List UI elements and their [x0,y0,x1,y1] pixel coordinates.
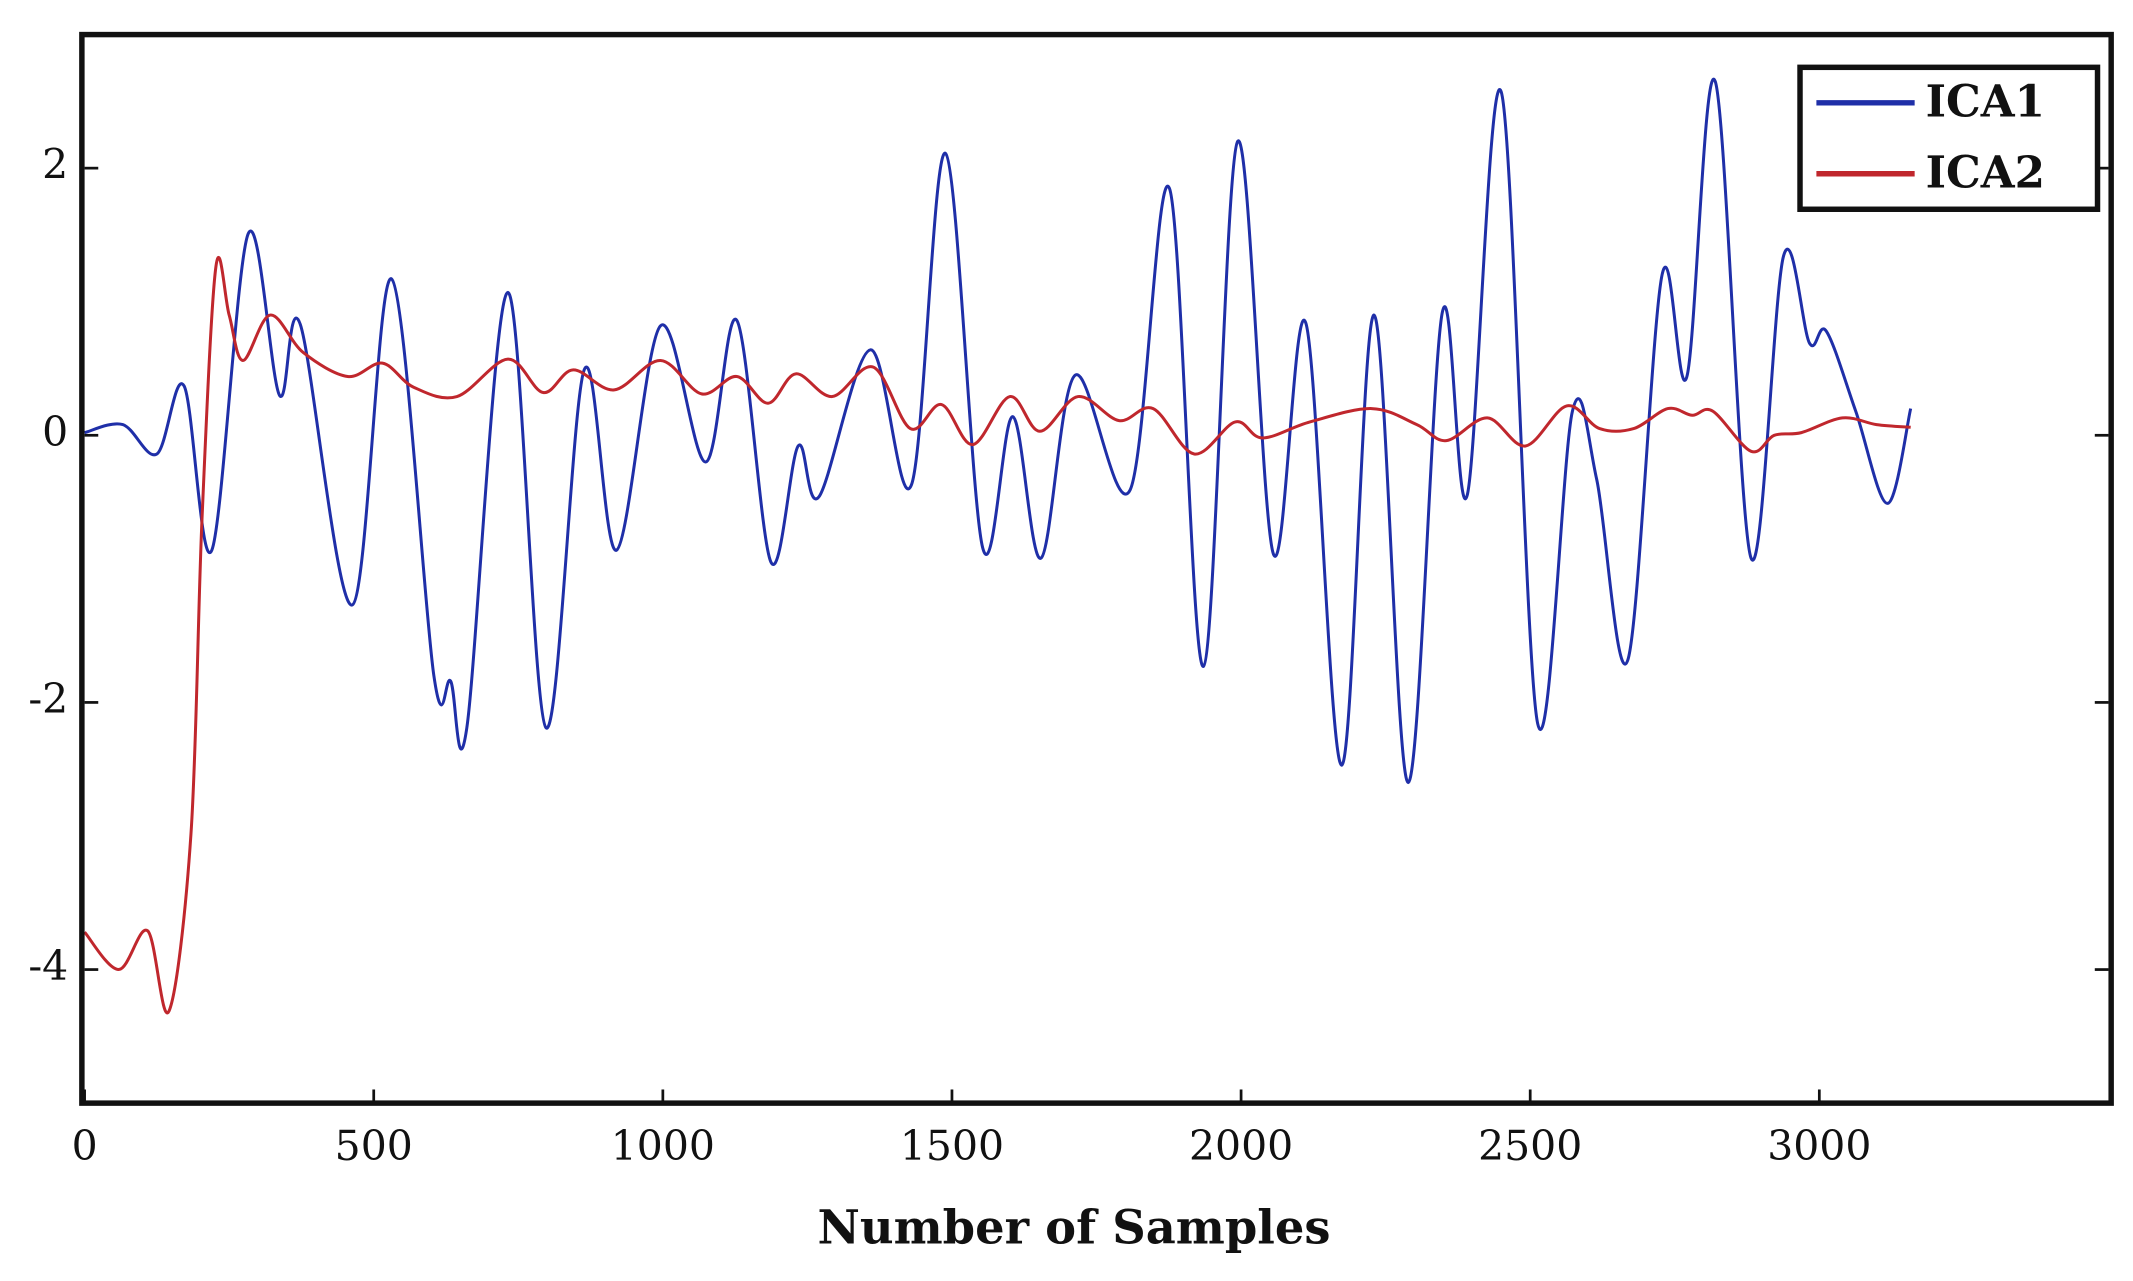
legend-box [1797,64,2101,212]
x-axis-label: Number of Samples [818,1199,1331,1254]
y-tick-label: -4 [28,942,68,990]
series-line [84,77,1913,785]
x-tick-label: 3000 [1767,1122,1871,1170]
x-tick-label: 2000 [1189,1122,1293,1170]
legend-label: ICA2 [1926,148,2045,199]
x-tick-label: 1500 [900,1122,1004,1170]
x-tick-label: 1000 [611,1122,715,1170]
series-line [83,255,1911,1015]
y-tick-label: 2 [42,141,68,189]
x-tick-label: 0 [72,1122,98,1170]
plot-frame [79,31,2114,1106]
y-tick-label: 0 [42,408,68,456]
x-tick-label: 500 [335,1122,413,1170]
y-tick-label: -2 [28,675,68,723]
legend-label: ICA1 [1926,77,2045,128]
x-tick-label: 2500 [1478,1122,1582,1170]
